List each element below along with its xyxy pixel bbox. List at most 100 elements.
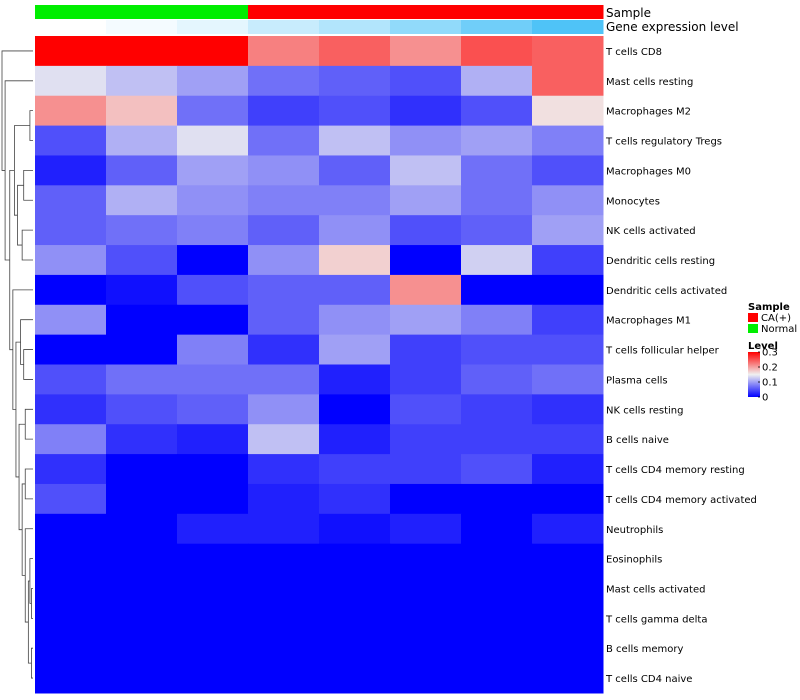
- heatmap-cell: [461, 185, 533, 216]
- heatmap-cell: [319, 633, 391, 664]
- dendrogram-branch: [1, 50, 33, 171]
- expression-annotation-title: Gene expression level: [606, 20, 739, 34]
- heatmap-cell: [177, 274, 249, 306]
- heatmap-cell: [461, 36, 533, 67]
- heatmap-cell: [106, 36, 178, 67]
- heatmap-cell: [248, 215, 320, 246]
- row-label: T cells CD4 naive: [605, 674, 692, 685]
- heatmap-cell: [177, 65, 249, 97]
- heatmap-cell: [319, 155, 391, 186]
- heatmap-cell: [106, 304, 178, 336]
- row-label: Eosinophils: [606, 555, 662, 566]
- heatmap-cell: [532, 334, 604, 365]
- heatmap-cell: [319, 215, 391, 246]
- heatmap-cell: [106, 543, 178, 575]
- heatmap-cell: [319, 304, 391, 336]
- level-legend: Level 0.3 0.2 0.1 0: [748, 341, 778, 404]
- heatmap-cell: [319, 364, 391, 395]
- row-label: NK cells activated: [606, 226, 696, 237]
- heatmap-cell: [106, 65, 178, 97]
- heatmap-cell: [177, 304, 249, 336]
- heatmap-cell: [106, 155, 178, 186]
- expression-annotation-cell: [532, 20, 604, 34]
- heatmap-cell: [390, 36, 462, 67]
- heatmap-cell: [461, 304, 533, 336]
- expression-annotation-cell: [390, 20, 462, 34]
- heatmap-cell: [248, 304, 320, 336]
- heatmap-cell: [532, 543, 604, 575]
- heatmap-cell: [461, 95, 533, 127]
- expression-annotation-cell: [106, 20, 178, 34]
- heatmap-cell: [177, 454, 249, 485]
- heatmap-cell: [461, 65, 533, 97]
- heatmap-cell: [461, 125, 533, 156]
- heatmap-cell: [390, 95, 462, 127]
- heatmap-cell: [177, 36, 249, 67]
- expression-annotation-cell: [248, 20, 320, 34]
- heatmap-cell: [35, 394, 107, 425]
- level-legend-tick-label: 0.2: [762, 363, 778, 374]
- dendrogram-branch: [23, 349, 33, 380]
- heatmap-cell: [532, 394, 604, 425]
- row-label: B cells memory: [606, 644, 683, 655]
- sample-annotation-cell: [106, 5, 178, 19]
- level-colorbar: [748, 352, 760, 397]
- heatmap-cell: [532, 424, 604, 455]
- heatmap-cell: [35, 65, 107, 97]
- heatmap-cell: [390, 543, 462, 575]
- heatmap-cell: [35, 633, 107, 664]
- heatmap-cell: [390, 424, 462, 455]
- expression-annotation-cell: [177, 20, 249, 34]
- dendrogram-branch: [31, 647, 33, 679]
- heatmap-cell: [35, 215, 107, 246]
- heatmap-cell: [106, 603, 178, 634]
- heatmap-cell: [177, 185, 249, 216]
- heatmap-cell: [35, 543, 107, 575]
- heatmap-cell: [106, 483, 178, 515]
- heatmap-cell: [390, 245, 462, 276]
- heatmap-cell: [177, 603, 249, 634]
- heatmap-cell: [248, 245, 320, 276]
- row-label: Macrophages M2: [606, 107, 691, 118]
- heatmap-cell: [106, 364, 178, 395]
- heatmap-cell: [248, 155, 320, 186]
- heatmap-cell: [35, 125, 107, 156]
- row-label: Plasma cells: [606, 375, 668, 386]
- heatmap-cell: [461, 155, 533, 186]
- dendrogram-branch: [24, 468, 33, 500]
- heatmap-cell: [35, 274, 107, 306]
- heatmap-cell: [319, 185, 391, 216]
- heatmap-cell: [532, 304, 604, 336]
- heatmap-cell: [461, 513, 533, 545]
- heatmap-cell: [35, 364, 107, 395]
- sample-annotation-title: Sample: [606, 6, 651, 20]
- heatmap-cell: [461, 483, 533, 515]
- heatmap-cell: [461, 633, 533, 664]
- heatmap-cell: [461, 603, 533, 634]
- heatmap-cell: [319, 245, 391, 276]
- heatmap-cell: [35, 95, 107, 127]
- row-label: T cells regulatory Tregs: [605, 137, 722, 148]
- heatmap-cell: [35, 603, 107, 634]
- heatmap-cell: [248, 394, 320, 425]
- heatmap-cell: [532, 573, 604, 604]
- heatmap-cell: [532, 65, 604, 97]
- heatmap-cell: [106, 215, 178, 246]
- sample-legend: Sample CA(+)Normal: [748, 302, 797, 335]
- heatmap-cell: [461, 573, 533, 604]
- level-legend-tick-label: 0.3: [762, 348, 778, 359]
- dendrogram-branch: [15, 341, 21, 478]
- heatmap-cell: [177, 394, 249, 425]
- heatmap-cell: [390, 483, 462, 515]
- heatmap-cell: [106, 663, 178, 694]
- row-label: T cells CD8: [605, 47, 662, 58]
- heatmap-cell: [390, 364, 462, 395]
- sample-annotation-cell: [532, 5, 604, 19]
- heatmap-cell: [319, 573, 391, 604]
- heatmap-cell: [390, 274, 462, 306]
- expression-annotation-bar: [35, 20, 604, 34]
- heatmap-cell: [461, 543, 533, 575]
- heatmap-cell: [106, 274, 178, 306]
- sample-annotation-cell: [35, 5, 107, 19]
- heatmap-cell: [461, 215, 533, 246]
